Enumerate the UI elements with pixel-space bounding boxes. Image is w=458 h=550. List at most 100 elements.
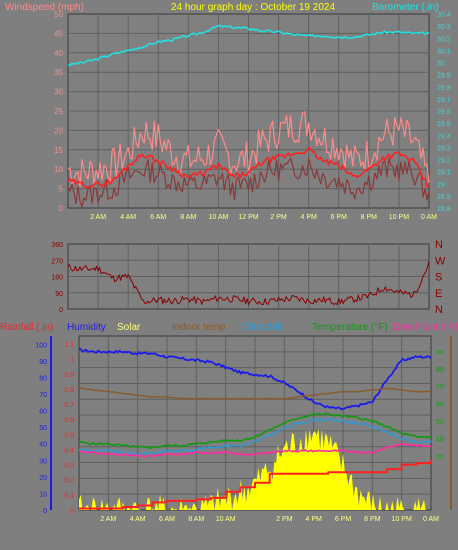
legend-rainfall: Rainfall (.in)	[0, 322, 53, 333]
rainfall-tick-label: 0.4	[64, 447, 74, 454]
temperature-tick-label: 40	[436, 436, 444, 443]
direction-tick-label: 90	[55, 291, 63, 298]
temperature-tick-label: 90	[436, 349, 444, 356]
legend-dewpoint: Dew Point (°F)	[393, 322, 458, 333]
barometer-label: Barometer (.in)	[372, 2, 439, 13]
rainfall-tick-label: 0.7	[64, 402, 74, 409]
direction-tick-label: 270	[51, 258, 63, 265]
direction-tick-label: 180	[51, 275, 63, 282]
rainfall-tick-label: 1	[70, 357, 74, 364]
humidity-tick-label: 80	[39, 375, 47, 382]
barometer-tick-label: 29.6	[437, 109, 451, 116]
wind-tick-label: 35	[54, 68, 63, 77]
wind-x-tick: 2 PM	[270, 214, 287, 221]
direction-series	[67, 260, 430, 306]
temperature-x-tick: 8 PM	[364, 516, 381, 523]
temperature-y-axis: 30 40 50 60 70 80 90	[436, 349, 444, 460]
humidity-tick-label: 20	[39, 475, 47, 482]
barometer-tick-label: 29.8	[437, 85, 451, 92]
temperature-x-tick: 4 AM	[130, 516, 146, 523]
humidity-tick-label: 50	[39, 425, 47, 432]
wind-average-line	[67, 147, 430, 189]
temperature-x-tick: 2 PM	[276, 516, 293, 523]
humidity-tick-label: 60	[39, 409, 47, 416]
temperature-x-tick: 0 AM	[423, 516, 439, 523]
direction-y-axis: 0 90 180 270 360	[51, 242, 63, 314]
temperature-tick-label: 30	[436, 454, 444, 461]
wind-x-tick: 0 AM	[421, 214, 437, 221]
barometer-tick-label: 30	[437, 61, 445, 68]
humidity-tick-label: 30	[39, 458, 47, 465]
humidity-y-axis: 0 0.1 0.2 0.3 0.4 0.5 0.6 0.7 0.8 0.9 1 1.1	[64, 342, 74, 515]
humidity-tick-label: 0	[43, 508, 47, 515]
legend-temperature: Temperature (°F)	[312, 322, 388, 333]
barometer-tick-label: 30.3	[437, 24, 451, 31]
wind-tick-label: 10	[54, 165, 63, 174]
rainfall-tick-label: 0.1	[64, 493, 74, 500]
wind-tick-label: 5	[59, 185, 64, 194]
barometer-line	[68, 24, 430, 67]
solar-area	[79, 428, 431, 510]
rainfall-line	[79, 460, 432, 510]
temperature-x-tick: 2 AM	[100, 516, 116, 523]
humidity-line	[78, 348, 432, 411]
barometer-tick-label: 29.2	[437, 158, 451, 165]
wind-x-tick: 2 AM	[90, 214, 106, 221]
barometer-tick-label: 29.1	[437, 170, 451, 177]
wind-x-tick: 4 PM	[300, 214, 317, 221]
windspeed-label: Windspeed (mph)	[5, 2, 84, 13]
rainfall-tick-label: 0.9	[64, 372, 74, 379]
wind-tick-label: 0	[59, 204, 64, 213]
wind-x-tick: 8 PM	[361, 214, 378, 221]
legend-humidity: Humidity	[67, 322, 106, 333]
wind-x-axis: 2 AM 4 AM 6 AM 8 AM 10 AM 12 PM 2 PM 4 PM 6 PM 8 …	[90, 214, 437, 221]
wind-tick-label: 30	[54, 88, 63, 97]
wind-direction-line	[67, 260, 430, 306]
barometer-tick-label: 29.4	[437, 133, 451, 140]
temperature-tick-label: 50	[436, 419, 444, 426]
compass-label: S	[435, 272, 442, 284]
barometer-tick-label: 28.9	[437, 194, 451, 201]
rainfall-tick-label: 0.2	[64, 478, 74, 485]
rainfall-tick-label: 0.3	[64, 463, 74, 470]
temperature-x-tick: 6 AM	[159, 516, 175, 523]
wind-x-tick: 12 PM	[238, 214, 258, 221]
direction-tick-label: 360	[51, 242, 63, 249]
rainfall-tick-label: 0.6	[64, 417, 74, 424]
barometer-tick-label: 29.9	[437, 73, 451, 80]
legend-indoor-temp: Indoor temp	[172, 322, 226, 333]
barometer-tick-label: 29	[437, 182, 445, 189]
rainfall-tick-label: 0.8	[64, 387, 74, 394]
wind-x-tick: 6 AM	[150, 214, 166, 221]
compass-label: N	[435, 304, 443, 316]
wind-tick-label: 15	[54, 146, 63, 155]
temperature-x-tick: 10 PM	[392, 516, 412, 523]
barometer-tick-label: 29.3	[437, 145, 451, 152]
temperature-x-tick: 8 AM	[188, 516, 204, 523]
wind-speed-line	[67, 157, 430, 208]
barometer-tick-label: 29.7	[437, 97, 451, 104]
wind-tick-label: 40	[54, 49, 63, 58]
barometer-tick-label: 30.2	[437, 36, 451, 43]
legend-solar: Solar	[117, 322, 141, 333]
barometer-tick-label: 30.4	[437, 12, 451, 19]
direction-tick-label: 0	[59, 307, 63, 314]
humidity-tick-label: 70	[39, 392, 47, 399]
humidity-tick-label: 10	[39, 491, 47, 498]
barometer-tick-label: 30.1	[437, 48, 451, 55]
temperature-line	[78, 412, 432, 449]
wind-x-tick: 10 PM	[389, 214, 409, 221]
rainfall-tick-label: 0.5	[64, 432, 74, 439]
humidity-tick-label: 90	[39, 359, 47, 366]
dewpoint-line	[78, 442, 432, 458]
rainfall-tick-label: 1.1	[64, 342, 74, 349]
barometer-tick-label: 28.8	[437, 206, 451, 213]
legend-windchill: Windchill	[242, 322, 282, 333]
barometer-tick-label: 29.5	[437, 121, 451, 128]
indoor-temp-line	[78, 387, 432, 400]
temperature-x-tick: 6 PM	[335, 516, 352, 523]
wind-tick-label: 45	[54, 29, 63, 38]
temperature-tick-label: 80	[436, 367, 444, 374]
